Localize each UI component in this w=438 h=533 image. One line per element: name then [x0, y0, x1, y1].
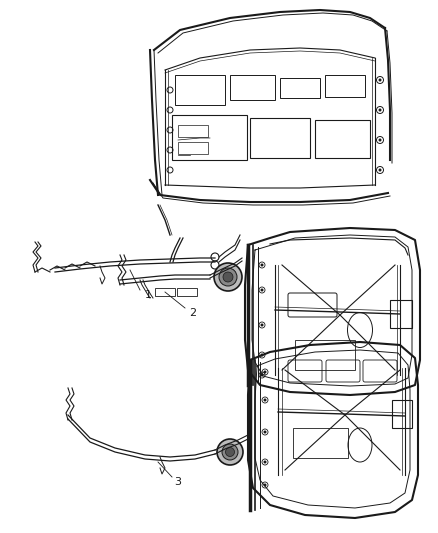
Circle shape — [261, 324, 264, 327]
Circle shape — [378, 109, 381, 111]
Circle shape — [226, 448, 234, 456]
Circle shape — [264, 483, 266, 487]
Text: 1: 1 — [145, 290, 152, 300]
Circle shape — [378, 168, 381, 172]
Circle shape — [264, 431, 266, 433]
Text: 2: 2 — [190, 308, 197, 318]
Circle shape — [261, 263, 264, 266]
Circle shape — [378, 139, 381, 141]
Circle shape — [261, 353, 264, 357]
Circle shape — [214, 263, 242, 291]
Circle shape — [261, 374, 264, 376]
Circle shape — [264, 461, 266, 464]
Circle shape — [217, 439, 243, 465]
Circle shape — [378, 78, 381, 82]
Circle shape — [264, 399, 266, 401]
Circle shape — [219, 268, 237, 286]
Circle shape — [264, 370, 266, 374]
Circle shape — [261, 288, 264, 292]
Text: 3: 3 — [174, 477, 181, 487]
Circle shape — [223, 272, 233, 282]
Circle shape — [222, 444, 238, 460]
